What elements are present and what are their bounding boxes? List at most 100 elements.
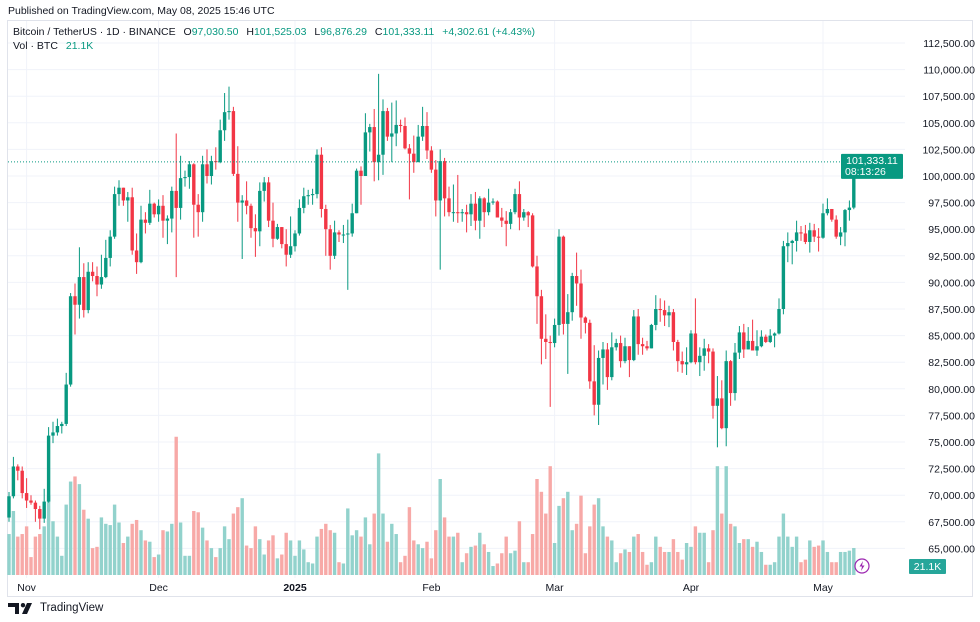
candle: [843, 208, 847, 247]
volume-bar: [746, 539, 750, 575]
volume-bar: [671, 539, 676, 575]
volume-bar: [60, 555, 64, 575]
candle: [790, 239, 794, 265]
candle: [640, 337, 645, 355]
candle-body: [337, 232, 341, 235]
price-tick-label: 102,500.00: [922, 144, 975, 156]
candle-body: [412, 153, 416, 163]
candle-body: [249, 205, 253, 229]
candle-body: [29, 500, 33, 503]
volume-bar: [376, 453, 381, 575]
candle: [337, 230, 341, 242]
candle: [566, 294, 570, 374]
candle: [68, 293, 73, 387]
candle: [346, 219, 350, 290]
candle-body: [161, 205, 165, 221]
volume-bar: [847, 550, 852, 575]
candle-body: [803, 233, 808, 242]
volume-bar: [596, 498, 601, 575]
candle-body: [614, 343, 618, 348]
candle: [143, 212, 148, 234]
volume-bar: [614, 562, 618, 575]
volume-bar: [742, 539, 746, 575]
time-axis[interactable]: Nov Dec 2025 Feb Mar Apr May: [17, 582, 833, 594]
candle-body: [434, 169, 438, 201]
volume-bar: [222, 526, 227, 575]
candle: [460, 208, 464, 222]
volume-bar: [38, 534, 42, 575]
candle: [746, 327, 750, 350]
candle-body: [588, 322, 592, 382]
candle: [548, 335, 552, 407]
volume-bar: [640, 551, 645, 575]
candle-body: [416, 136, 420, 163]
candle: [706, 344, 711, 364]
logo-text: TradingView: [40, 602, 104, 614]
candle-body: [693, 333, 698, 363]
candle-body: [403, 125, 407, 149]
candle: [315, 149, 319, 199]
candle: [816, 228, 821, 252]
price-axis[interactable]: 112,500.00 110,000.00 107,500.00 105,000.00…: [922, 38, 975, 555]
volume-bars: [7, 436, 856, 575]
volume-bar: [720, 513, 724, 575]
candle-body: [601, 349, 605, 358]
price-tick-label: 65,000.00: [928, 543, 975, 555]
volume-bar: [90, 548, 95, 575]
volume-bar: [588, 526, 592, 575]
candle-body: [561, 236, 566, 324]
candle-body: [73, 296, 77, 305]
volume-bar: [170, 523, 174, 575]
symbol-title[interactable]: Bitcoin / TetherUS · 1D · BINANCE: [13, 26, 176, 38]
price-tick-label: 95,000.00: [928, 224, 975, 236]
lightning-alert-icon[interactable]: [854, 558, 870, 574]
candle-body: [346, 233, 350, 235]
volume-bar: [231, 513, 236, 575]
candle-body: [640, 344, 645, 347]
price-tick-label: 87,500.00: [928, 304, 975, 316]
volume-bar: [55, 536, 60, 575]
candle-body: [398, 124, 403, 126]
tradingview-logo[interactable]: TradingView: [8, 602, 103, 614]
candle: [614, 338, 618, 351]
candle-body: [570, 276, 574, 313]
volume-title[interactable]: Vol · BTC: [13, 40, 58, 52]
candle-body: [746, 340, 750, 350]
candle: [812, 223, 816, 242]
candle: [275, 223, 280, 240]
candle-body: [539, 296, 544, 339]
price-tick-label: 100,000.00: [922, 171, 975, 183]
volume-bar: [790, 546, 794, 575]
candle: [530, 213, 535, 268]
volume-bar: [645, 564, 649, 575]
volume-bar: [821, 540, 825, 575]
volume-bar: [143, 540, 148, 575]
volume-bar: [244, 545, 249, 575]
volume-bar: [104, 523, 108, 575]
volume-bar: [152, 557, 156, 575]
candle-body: [112, 194, 117, 237]
candle: [588, 319, 592, 389]
volume-bar: [623, 549, 627, 575]
volume-bar: [112, 504, 117, 575]
volume-bar: [11, 511, 16, 575]
volume-bar: [368, 544, 372, 575]
candle: [504, 211, 508, 247]
candle-body: [77, 277, 82, 305]
candle-body: [517, 194, 522, 218]
volume-bar: [566, 491, 570, 575]
volume-bar: [605, 536, 610, 575]
candle: [605, 343, 610, 390]
candle-body: [469, 203, 473, 215]
volume-bar: [667, 551, 671, 575]
volume-bar: [385, 541, 390, 575]
candle: [205, 149, 209, 184]
candle-body: [266, 182, 271, 221]
candle: [429, 146, 434, 173]
volume-bar: [381, 513, 385, 575]
price-tick-label: 90,000.00: [928, 277, 975, 289]
candle: [724, 350, 728, 447]
candle: [271, 202, 275, 248]
candle-body: [720, 398, 724, 429]
